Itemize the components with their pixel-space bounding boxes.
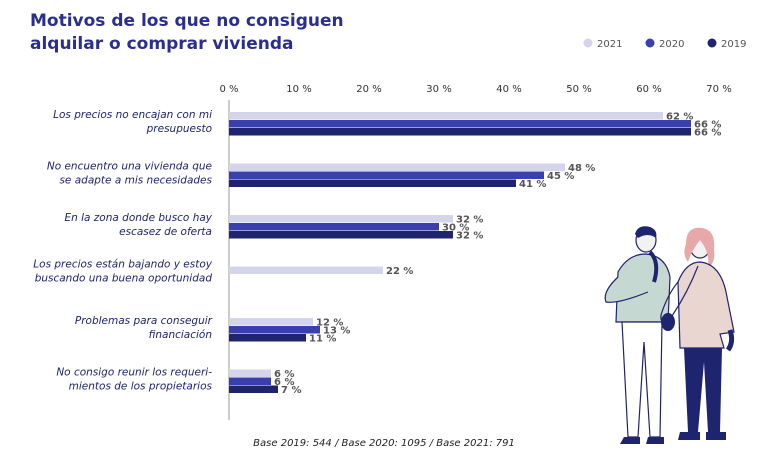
bar-2021 bbox=[229, 163, 565, 171]
data-label-2019: 32 % bbox=[456, 231, 483, 242]
chart-title: Motivos de los que no consiguen alquilar… bbox=[30, 11, 344, 54]
category-label: Problemas para conseguir bbox=[75, 315, 213, 327]
bar-2019 bbox=[229, 179, 516, 187]
bar-2020 bbox=[229, 120, 691, 128]
bar-2021 bbox=[229, 266, 383, 274]
category-label: buscando una buena oportunidad bbox=[35, 273, 213, 285]
legend-label-2019: 2019 bbox=[721, 39, 746, 50]
data-label-2021: 32 % bbox=[456, 215, 483, 226]
bar-2019 bbox=[229, 231, 453, 239]
data-label-2019: 7 % bbox=[281, 385, 301, 396]
x-tick-label: 40 % bbox=[496, 84, 521, 95]
footnote: Base 2019: 544 / Base 2020: 1095 / Base … bbox=[253, 438, 515, 449]
data-label-2019: 11 % bbox=[309, 334, 336, 345]
data-label-2020: 30 % bbox=[442, 223, 469, 234]
bar-2021 bbox=[229, 215, 453, 223]
legend-marker-2020 bbox=[645, 38, 655, 48]
data-label-2021: 48 % bbox=[568, 163, 595, 174]
bar-2020 bbox=[229, 223, 439, 231]
category-label: escasez de oferta bbox=[119, 226, 212, 238]
bar-2019 bbox=[229, 334, 306, 342]
x-tick-label: 60 % bbox=[636, 84, 661, 95]
bar-2020 bbox=[229, 326, 320, 334]
data-label-2020: 13 % bbox=[323, 326, 350, 337]
data-label-2019: 66 % bbox=[694, 128, 721, 139]
legend-marker-2019 bbox=[707, 38, 717, 48]
category-label: Los precios están bajando y estoy bbox=[33, 259, 212, 271]
bar-2021 bbox=[229, 369, 271, 377]
category-label: En la zona donde busco hay bbox=[64, 212, 212, 224]
x-tick-label: 0 % bbox=[219, 84, 238, 95]
data-label-2019: 41 % bbox=[519, 179, 546, 190]
category-label: No consigo reunir los requeri- bbox=[56, 367, 212, 379]
legend-label-2021: 2021 bbox=[597, 39, 622, 50]
x-tick-label: 50 % bbox=[566, 84, 591, 95]
legend-label-2020: 2020 bbox=[659, 39, 684, 50]
category-label: No encuentro una vivienda que bbox=[47, 161, 212, 173]
x-tick-label: 20 % bbox=[356, 84, 381, 95]
data-label-2021: 62 % bbox=[666, 112, 693, 123]
x-tick-label: 10 % bbox=[286, 84, 311, 95]
category-label: se adapte a mis necesidades bbox=[59, 175, 212, 187]
category-label: mientos de los propietarios bbox=[69, 381, 213, 393]
data-label-2021: 12 % bbox=[316, 318, 343, 329]
bar-2021 bbox=[229, 318, 313, 326]
data-label-2020: 66 % bbox=[694, 120, 721, 131]
x-tick-label: 30 % bbox=[426, 84, 451, 95]
data-label-2021: 22 % bbox=[386, 266, 413, 277]
data-label-2021: 6 % bbox=[274, 369, 294, 380]
couple-illustration bbox=[604, 226, 735, 444]
data-label-2020: 45 % bbox=[547, 171, 574, 182]
bar-2019 bbox=[229, 128, 691, 136]
category-label: Los precios no encajan con mi bbox=[53, 109, 212, 121]
category-label: financiación bbox=[149, 329, 212, 341]
data-label-2020: 6 % bbox=[274, 377, 294, 388]
bar-2020 bbox=[229, 377, 271, 385]
bar-2021 bbox=[229, 112, 663, 120]
category-label: presupuesto bbox=[146, 123, 212, 135]
bar-2019 bbox=[229, 385, 278, 393]
bar-2020 bbox=[229, 171, 544, 179]
x-tick-label: 70 % bbox=[706, 84, 731, 95]
legend-marker-2021 bbox=[583, 38, 593, 48]
